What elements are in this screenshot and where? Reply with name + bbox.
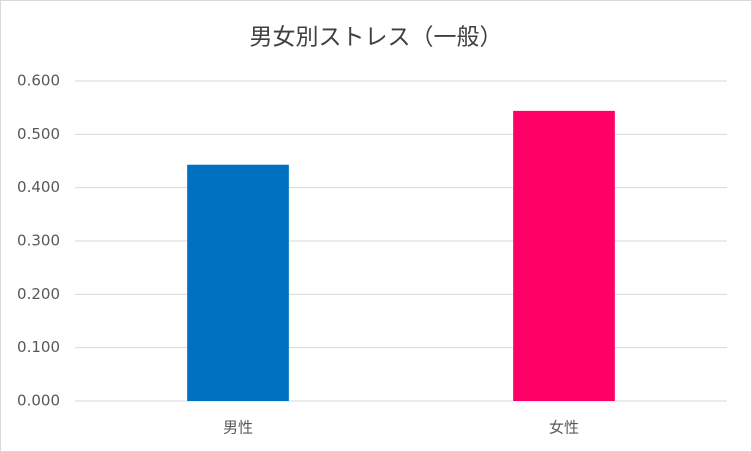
y-tick-label: 0.000	[17, 392, 60, 410]
y-tick-label: 0.400	[17, 178, 60, 196]
bar	[187, 164, 289, 401]
x-tick-label: 女性	[549, 419, 579, 437]
y-tick-label: 0.100	[17, 338, 60, 356]
y-tick-label: 0.300	[17, 232, 60, 250]
bar	[513, 110, 615, 401]
y-tick-label: 0.500	[17, 125, 60, 143]
y-tick-label: 0.600	[17, 72, 60, 90]
y-tick-label: 0.200	[17, 285, 60, 303]
chart-title: 男女別ストレス（一般）	[250, 25, 503, 51]
x-tick-label: 男性	[223, 419, 253, 437]
